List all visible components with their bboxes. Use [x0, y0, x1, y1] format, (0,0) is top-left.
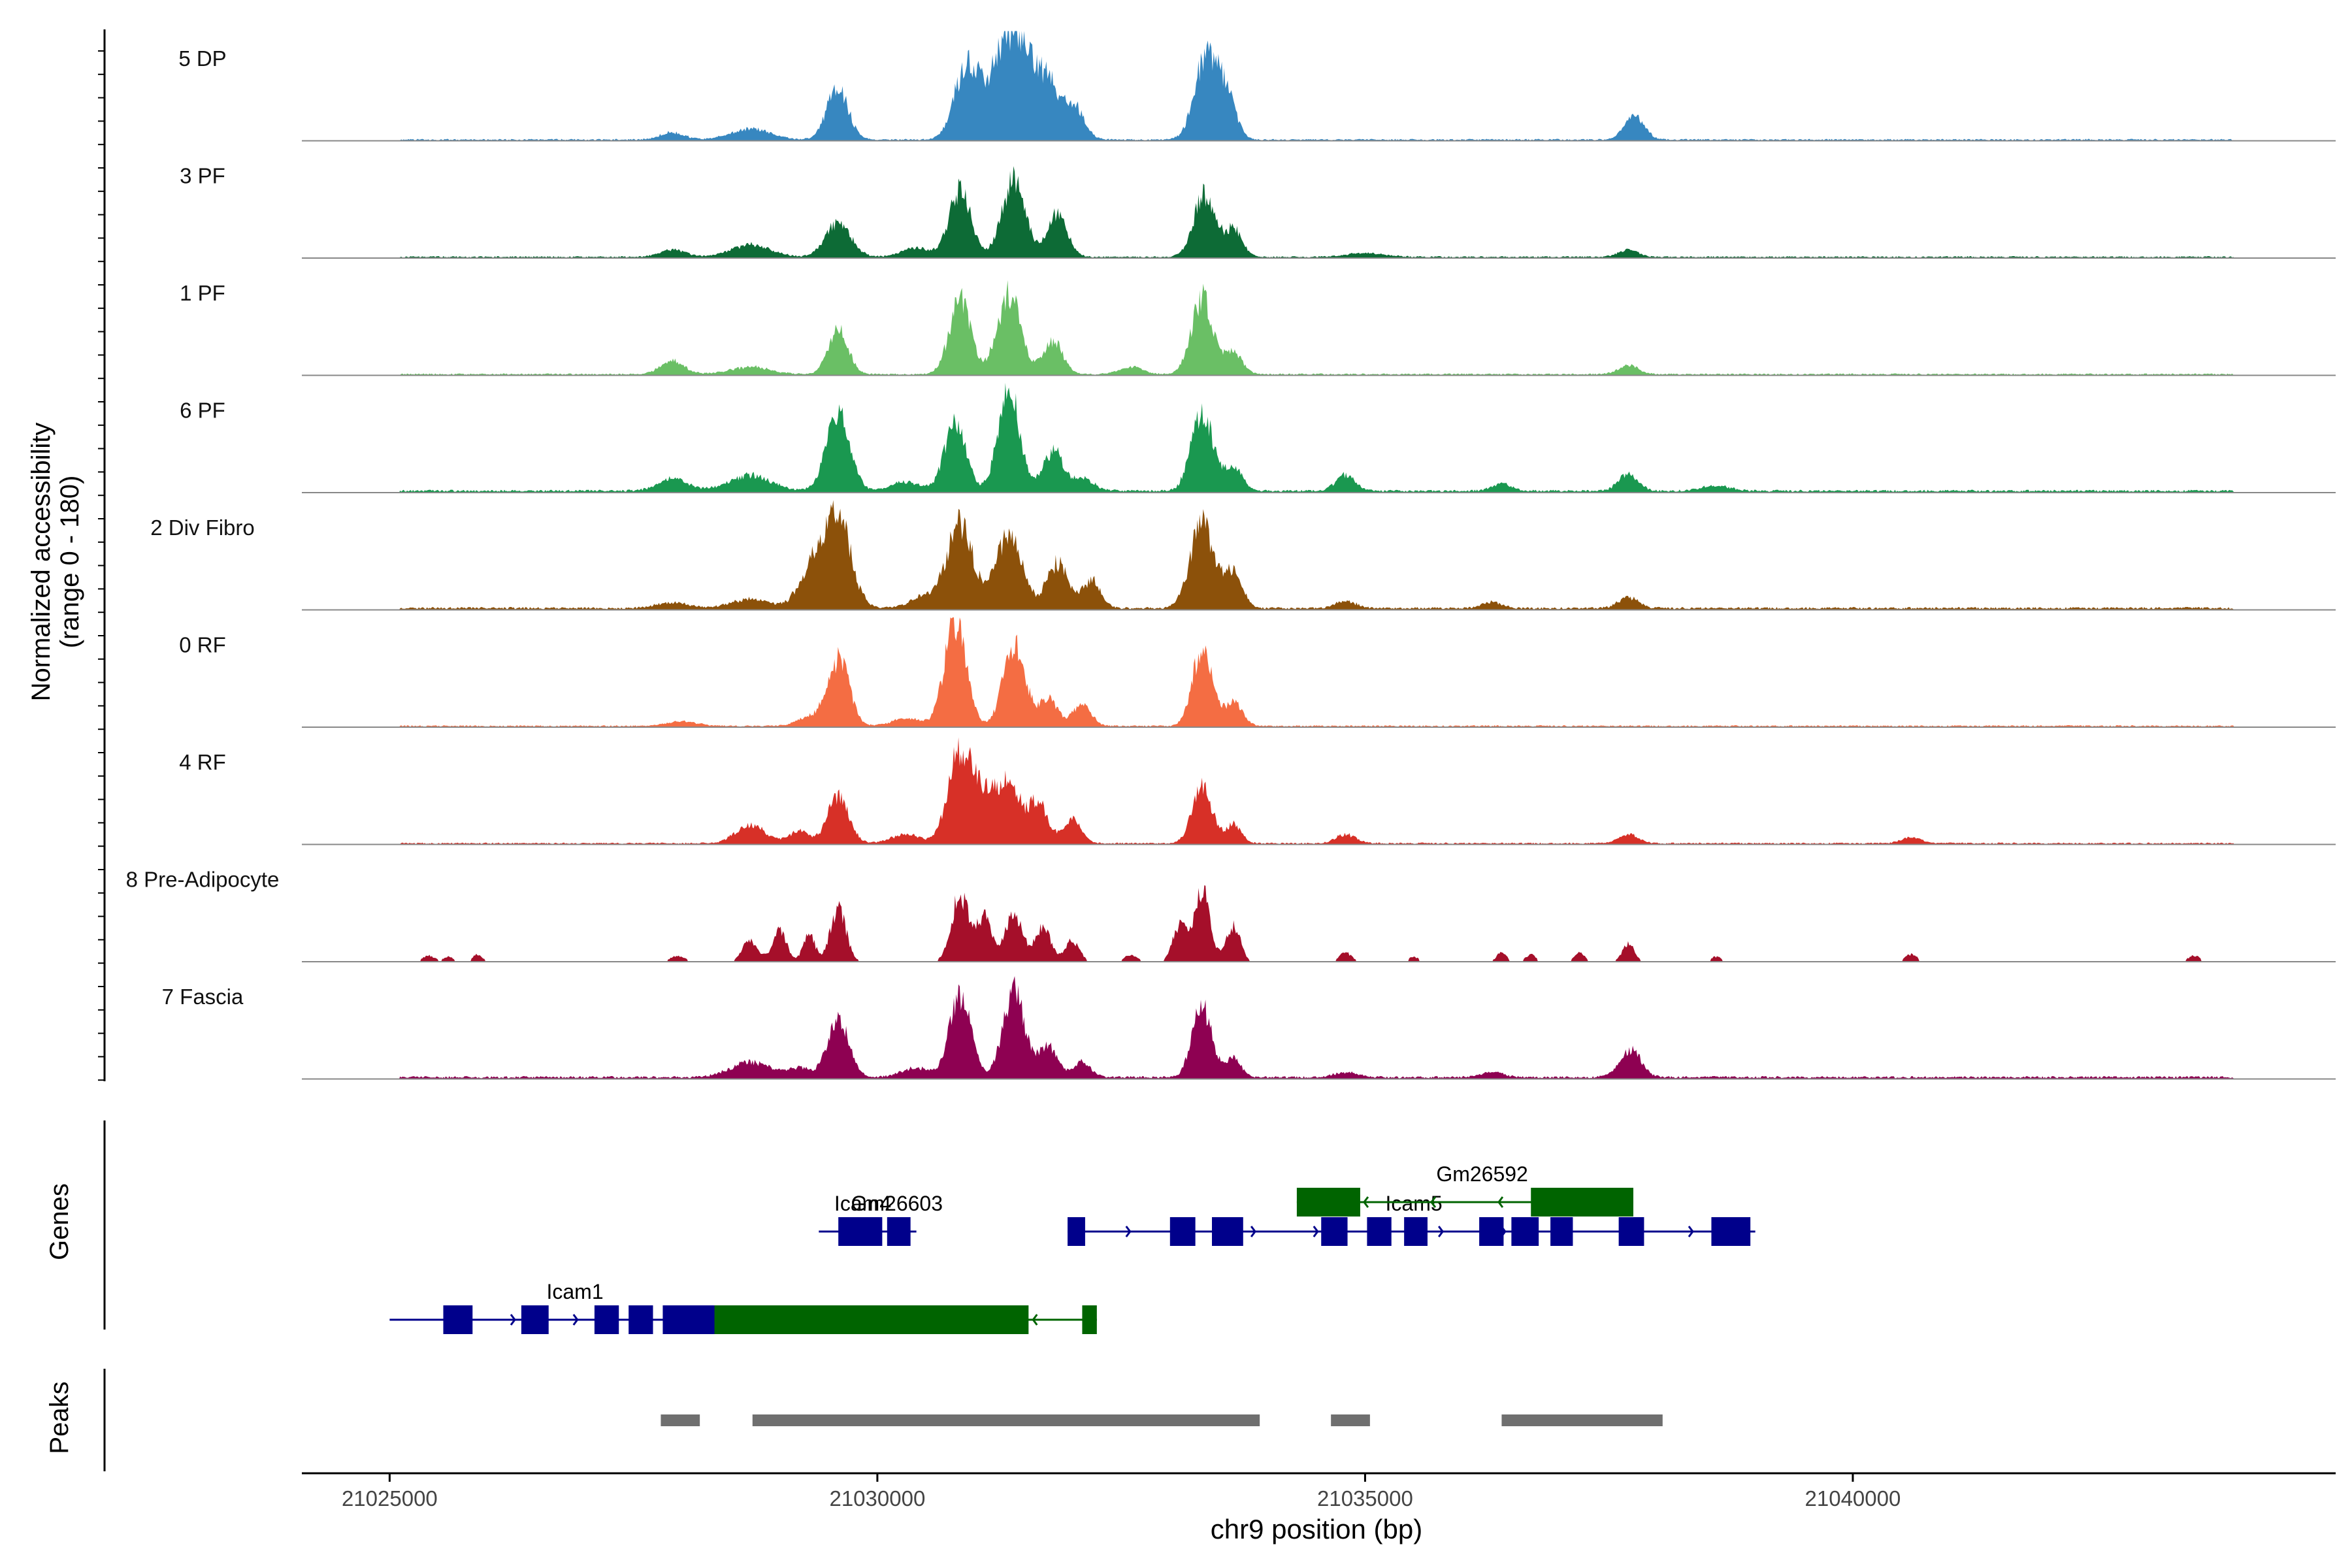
track-5-dp: 5 DP: [178, 31, 2336, 142]
track-8-pre-adipocyte: 8 Pre-Adipocyte: [126, 867, 2336, 962]
exon: [629, 1305, 653, 1334]
coverage-area: [302, 280, 2336, 376]
coverage-area: [302, 617, 2336, 727]
coverage-area: [302, 885, 2336, 962]
track-label: 3 PF: [180, 163, 225, 188]
track-1-pf: 1 PF: [180, 280, 2336, 376]
coverage-area: [302, 500, 2336, 610]
x-tick-label: 21025000: [342, 1486, 438, 1511]
x-tick-label: 21040000: [1805, 1486, 1901, 1511]
exon: [1531, 1188, 1634, 1217]
track-7-fascia: 7 Fascia: [162, 976, 2336, 1080]
y-axis-label-line2: (range 0 - 180): [56, 476, 84, 649]
track-6-pf: 6 PF: [180, 383, 2336, 493]
coverage-area: [302, 383, 2336, 493]
coverage-tracks: 5 DP 3 PF 1 PF 6 PF 2 Div Fibro 0 RF 4 RF 8 Pre…: [126, 31, 2336, 1080]
exon: [1321, 1217, 1348, 1246]
exon: [594, 1305, 619, 1334]
gene-label: Icam1: [546, 1280, 603, 1303]
exon: [1169, 1217, 1196, 1246]
track-label: 0 RF: [179, 632, 226, 657]
strand-arrow: [1125, 1226, 1132, 1237]
peak-region: [1331, 1414, 1370, 1426]
exon: [1550, 1217, 1573, 1246]
gene-gm26603: Gm26603: [714, 1192, 1097, 1334]
gene-icam4: Icam4: [819, 1192, 917, 1246]
track-4-rf: 4 RF: [179, 737, 2336, 845]
x-tick-label: 21035000: [1317, 1486, 1413, 1511]
strand-arrow: [1363, 1196, 1369, 1208]
peak-region: [661, 1414, 700, 1426]
strand-arrow: [572, 1314, 579, 1326]
gene-label: Icam4: [834, 1192, 891, 1215]
peaks-panel: [661, 1414, 1663, 1426]
strand-arrow: [1437, 1226, 1445, 1237]
track-label: 7 Fascia: [162, 985, 244, 1009]
y-axis-label-line1: Normalized accessibility: [27, 423, 56, 702]
track-2-div-fibro: 2 Div Fibro: [150, 500, 2336, 611]
strand-arrow: [1250, 1226, 1256, 1237]
x-tick-label: 21030000: [829, 1486, 925, 1511]
coverage-area: [302, 31, 2336, 141]
exon: [1296, 1188, 1360, 1217]
track-label: 5 DP: [178, 46, 226, 71]
genes-axis-label: Genes: [45, 1183, 74, 1260]
exon: [1367, 1217, 1392, 1246]
peak-region: [1501, 1414, 1663, 1426]
peak-region: [752, 1414, 1260, 1426]
exon: [714, 1305, 1029, 1334]
exon: [838, 1217, 883, 1246]
exon: [1511, 1217, 1539, 1246]
exon: [521, 1305, 549, 1334]
strand-arrow: [1430, 1196, 1437, 1208]
gene-icam5: Icam5: [1068, 1192, 1756, 1246]
exon: [1618, 1217, 1644, 1246]
gene-label: Gm26592: [1436, 1162, 1528, 1186]
track-label: 8 Pre-Adipocyte: [126, 867, 280, 891]
exon: [1711, 1217, 1751, 1246]
track-label: 2 Div Fibro: [150, 515, 255, 540]
track-label: 1 PF: [180, 281, 225, 305]
x-axis-label: chr9 position (bp): [1211, 1514, 1423, 1544]
exon: [1082, 1305, 1097, 1334]
exon: [1068, 1217, 1085, 1246]
track-label: 4 RF: [179, 750, 226, 774]
gene-gm26592: Gm26592: [1296, 1162, 1634, 1217]
gene-icam1: Icam1: [389, 1280, 766, 1334]
strand-arrow: [510, 1314, 516, 1326]
exon: [887, 1217, 911, 1246]
gene-label: Icam5: [1386, 1192, 1443, 1215]
left-axis-group: [98, 29, 106, 1471]
gene-label: Gm26603: [851, 1192, 943, 1215]
track-3-pf: 3 PF: [180, 163, 2336, 259]
strand-arrow: [1497, 1196, 1504, 1208]
exon: [1404, 1217, 1428, 1246]
track-0-rf: 0 RF: [179, 617, 2336, 728]
coverage-area: [302, 166, 2336, 258]
exon: [1479, 1217, 1504, 1246]
strand-arrow: [1313, 1226, 1319, 1237]
exon: [443, 1305, 473, 1334]
x-axis: 21025000 21030000 21035000 21040000: [302, 1472, 2336, 1511]
strand-arrow: [1032, 1314, 1038, 1326]
track-label: 6 PF: [180, 398, 225, 422]
exon: [1212, 1217, 1243, 1246]
coverage-area: [302, 976, 2336, 1079]
peaks-axis-label: Peaks: [45, 1381, 74, 1454]
strand-arrow: [1688, 1226, 1694, 1237]
coverage-area: [302, 737, 2336, 845]
